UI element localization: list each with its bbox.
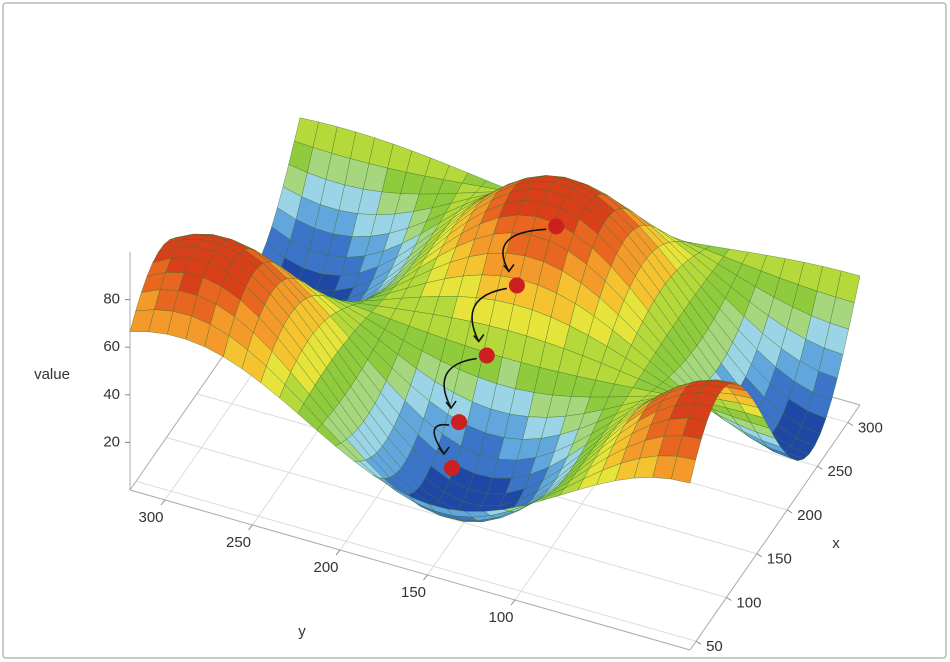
x-tick-label: 250 [828,463,853,480]
x-tick [847,422,854,426]
z-tick-label: 60 [103,338,120,355]
y-axis-line [129,489,691,651]
y-tick [510,599,516,606]
overlay [433,218,565,476]
y-tick [335,549,341,556]
arrow [502,228,547,272]
arrow [433,423,450,455]
x-tick [695,640,702,645]
arrow-head [503,263,515,273]
x-tick [786,509,793,514]
arrow [443,357,477,409]
x-axis-label: x [832,535,840,552]
grid-line [166,437,727,598]
point [548,218,565,235]
arrow-head [438,446,450,456]
x-tick-label: 300 [858,419,883,436]
y-tick [423,574,428,581]
y-tick-label: 250 [226,534,251,551]
x-axis-line [689,404,861,651]
x-tick-label: 200 [797,507,822,524]
y-tick [160,499,166,506]
x-tick [817,465,823,470]
x-tick-label: 150 [767,551,792,568]
x-tick [756,553,763,558]
y-tick-label: 100 [488,609,513,626]
x-tick-label: 50 [706,638,723,655]
y-tick-label: 300 [138,509,163,526]
arrow [471,287,508,342]
z-tick-label: 40 [103,386,120,403]
grid-line [135,480,697,642]
x-tick-label: 100 [736,594,761,611]
arrow-head [473,334,485,343]
y-tick [248,524,253,531]
y-tick-label: 200 [313,559,338,576]
surface-cell [671,455,696,484]
surface [129,117,861,522]
y-tick-label: 150 [401,584,426,601]
point [451,414,468,431]
point [478,347,495,364]
arrow-head [445,400,457,410]
z-tick-label: 80 [103,291,120,308]
z-tick-label: 20 [103,433,120,450]
y-axis-label: y [298,623,306,640]
point [444,460,461,476]
x-tick [726,597,732,601]
z-axis-label: value [34,366,70,383]
point [508,277,525,294]
